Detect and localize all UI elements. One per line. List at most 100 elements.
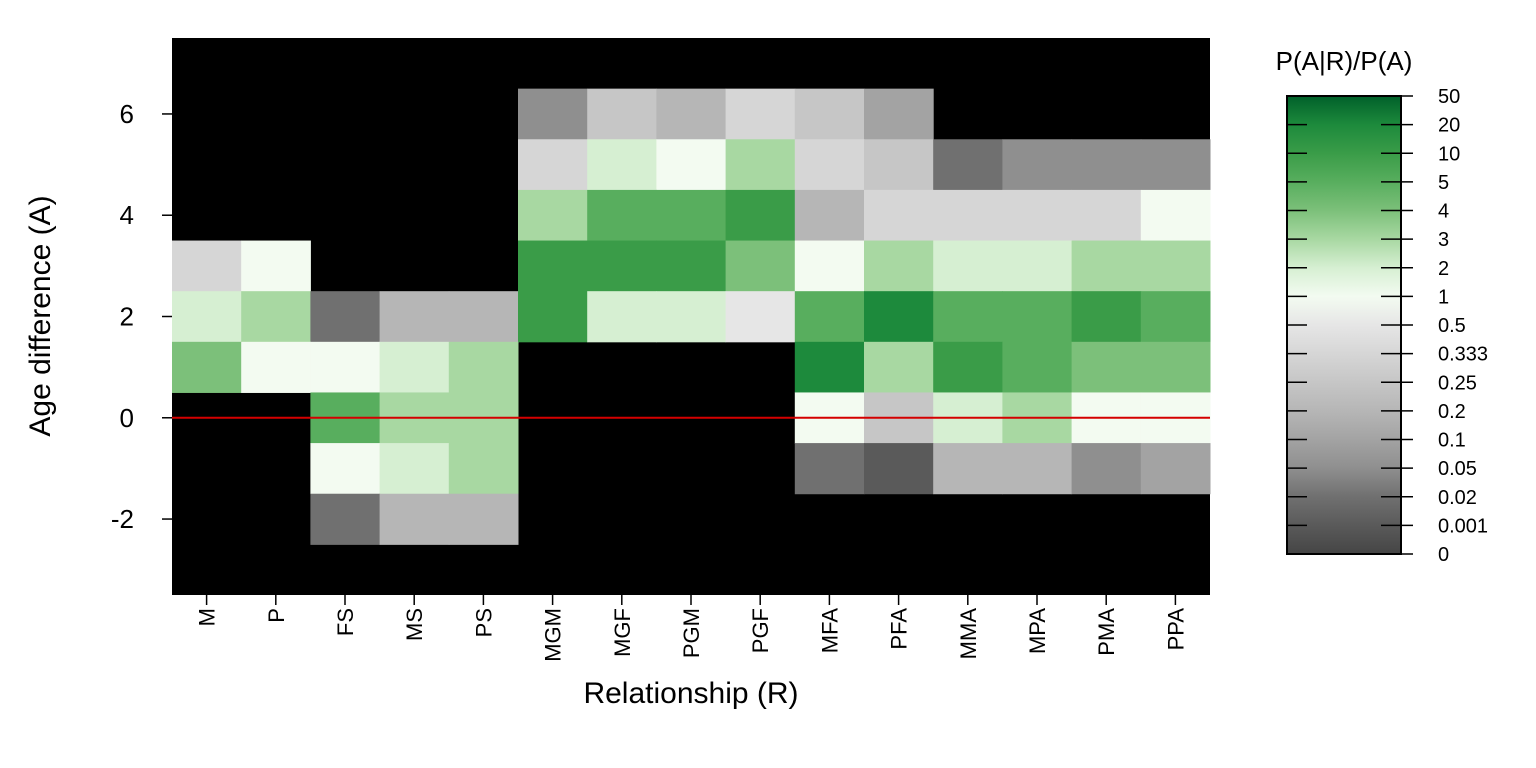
colorbar-title: P(A|R)/P(A): [1276, 46, 1413, 76]
heatmap-cell: [725, 189, 796, 242]
heatmap-cell: [1140, 139, 1211, 191]
heatmap-cell: [1002, 240, 1073, 292]
colorbar-label: 3: [1438, 229, 1449, 251]
x-tick-label: PFA: [887, 608, 912, 650]
heatmap-cell: [448, 493, 519, 545]
x-tick-label: MFA: [817, 608, 842, 654]
heatmap-cell: [1140, 443, 1211, 495]
heatmap-cell: [933, 240, 1003, 292]
colorbar-label: 0.25: [1438, 372, 1477, 394]
heatmap-cell: [587, 189, 657, 242]
x-tick-label: FS: [333, 608, 358, 636]
heatmap-cell: [379, 443, 450, 495]
colorbar-label: 0.2: [1438, 401, 1466, 423]
colorbar-label: 2: [1438, 258, 1449, 280]
heatmap-cell: [794, 88, 865, 140]
heatmap-cell: [864, 240, 934, 292]
heatmap-cell: [587, 291, 657, 343]
heatmap-cell: [725, 88, 796, 140]
heatmap-cell: [794, 139, 865, 191]
heatmap-cell: [1071, 443, 1142, 495]
heatmap-cell: [1071, 139, 1142, 191]
heatmap-cell: [933, 341, 1003, 393]
heatmap-cell: [448, 291, 519, 343]
heatmap-cell: [587, 139, 657, 191]
colorbar-label: 1: [1438, 286, 1449, 308]
heatmap-cell: [1071, 189, 1142, 242]
heatmap-cell: [379, 341, 450, 393]
heatmap-cell: [656, 88, 727, 140]
y-tick-label: 4: [120, 200, 134, 230]
heatmap-cell: [241, 240, 311, 292]
heatmap-cell: [656, 189, 727, 242]
heatmap-cell: [864, 139, 934, 191]
heatmap-cell: [1140, 291, 1211, 343]
heatmap-cell: [518, 291, 588, 343]
heatmap-cell: [379, 493, 450, 545]
heatmap-cell: [656, 291, 727, 343]
x-tick-label: MGM: [541, 608, 566, 662]
heatmap-cell: [864, 341, 934, 393]
heatmap-cell: [310, 341, 381, 393]
heatmap-cell: [933, 139, 1003, 191]
heatmap-cell: [172, 240, 242, 292]
colorbar-label: 50: [1438, 86, 1460, 108]
colorbar-label: 10: [1438, 143, 1460, 165]
x-axis: M P FS MS PS MGM MGF PGM PGF MFA PFA MMA MPA PMA PPA: [195, 595, 1188, 662]
heatmap-cell: [794, 240, 865, 292]
colorbar-label: 0.333: [1438, 344, 1488, 366]
heatmap-cell: [587, 240, 657, 292]
heatmap-cell: [241, 291, 311, 343]
heatmap-cell: [1002, 443, 1073, 495]
heatmap-cell: [1140, 341, 1211, 393]
heatmap-cell: [725, 240, 796, 292]
heatmap-cell: [587, 88, 657, 140]
heatmap-cell: [794, 443, 865, 495]
heatmap-cell: [1140, 189, 1211, 242]
x-tick-label: PGM: [679, 608, 704, 658]
x-tick-label: PS: [471, 608, 496, 637]
colorbar-label: 4: [1438, 201, 1449, 223]
y-tick-label: 0: [120, 403, 134, 433]
heatmap-cell: [1071, 341, 1142, 393]
heatmap-cell: [656, 240, 727, 292]
heatmap-cell: [1002, 291, 1073, 343]
heatmap-cell: [518, 189, 588, 242]
heatmap-cell: [379, 291, 450, 343]
x-tick-label: MS: [402, 608, 427, 641]
heatmap-cell: [172, 291, 242, 343]
heatmap-cell: [172, 341, 242, 393]
heatmap-cell: [725, 139, 796, 191]
colorbar-label: 20: [1438, 115, 1460, 137]
heatmap-cell: [933, 291, 1003, 343]
heatmap-cell: [518, 240, 588, 292]
heatmap-cell: [448, 443, 519, 495]
heatmap-cell: [241, 341, 311, 393]
x-tick-label: PMA: [1094, 608, 1119, 656]
heatmap-cell: [1071, 291, 1142, 343]
heatmap-cell: [1002, 139, 1073, 191]
heatmap-cell: [933, 443, 1003, 495]
colorbar-label: 0.001: [1438, 515, 1488, 537]
x-tick-label: P: [264, 608, 289, 623]
heatmap-cell: [448, 341, 519, 393]
y-tick-label: -2: [111, 504, 134, 534]
heatmap-cell: [864, 189, 934, 242]
heatmap-cell: [794, 341, 865, 393]
y-tick-label: 6: [120, 99, 134, 129]
x-tick-label: M: [195, 608, 220, 626]
x-tick-label: PPA: [1163, 608, 1188, 651]
heatmap-cell: [1140, 240, 1211, 292]
heatmap-cell: [310, 291, 381, 343]
heatmap-cell: [310, 493, 381, 545]
y-axis: -2 0 2 4 6: [111, 99, 172, 534]
colorbar-label: 5: [1438, 172, 1449, 194]
heatmap-cell: [864, 443, 934, 495]
y-tick-label: 2: [120, 302, 134, 332]
heatmap-cell: [1002, 341, 1073, 393]
heatmap-cell: [794, 189, 865, 242]
colorbar-label: 0.02: [1438, 487, 1477, 509]
heatmap-cell: [1002, 189, 1073, 242]
colorbar-label: 0.05: [1438, 458, 1477, 480]
heatmap-cell: [864, 88, 934, 140]
